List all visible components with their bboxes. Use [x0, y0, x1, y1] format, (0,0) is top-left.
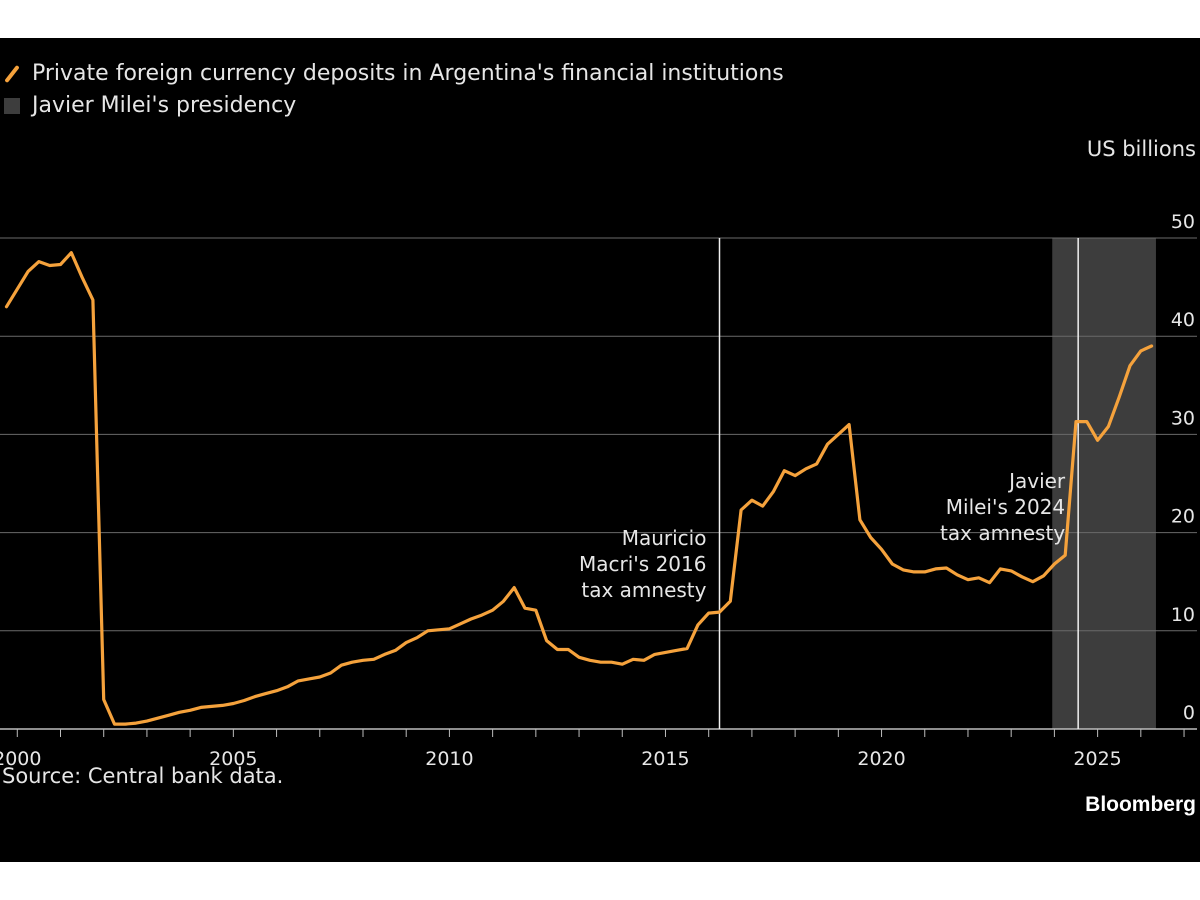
annotation-label: Milei's 2024: [946, 495, 1065, 519]
legend-label-presidency: Javier Milei's presidency: [32, 93, 297, 118]
legend-item-presidency: Javier Milei's presidency: [4, 92, 296, 120]
x-tick-label: 2025: [1073, 748, 1121, 770]
annotation-label: Javier: [1007, 469, 1066, 493]
annotation-label: Macri's 2016: [579, 552, 706, 576]
y-tick-label: 10: [1171, 604, 1195, 626]
x-tick-label: 2015: [641, 748, 689, 770]
series-line-deposits: [4, 251, 1154, 726]
y-tick-label: 0: [1183, 702, 1195, 724]
legend-label-deposits: Private foreign currency deposits in Arg…: [32, 61, 784, 86]
y-tick-label: 20: [1171, 506, 1195, 528]
chart-frame: [0, 38, 1200, 862]
y-tick-label: 50: [1171, 211, 1195, 233]
y-axis-unit-label: US billions: [1086, 137, 1196, 161]
x-tick-label: 2010: [425, 748, 473, 770]
x-tick-label: 2020: [857, 748, 905, 770]
shaded-presidency-region: [1052, 238, 1156, 729]
source-note: Source: Central bank data.: [2, 764, 284, 788]
chart-title: Dollar Deposits in Argentina Banks at Tw…: [2, 1, 973, 37]
annotation-label: tax amnesty: [581, 578, 706, 602]
bloomberg-logo: Bloomberg: [1085, 793, 1196, 816]
y-tick-label: 30: [1171, 407, 1195, 429]
annotation-label: Mauricio: [622, 526, 707, 550]
y-tick-label: 40: [1171, 309, 1195, 331]
legend-shade-swatch: [4, 98, 20, 114]
annotation-label: tax amnesty: [940, 521, 1065, 545]
legend-item-deposits: Private foreign currency deposits in Arg…: [4, 60, 784, 88]
x-tick-label: 2005: [209, 748, 257, 770]
x-tick-label: 2000: [0, 748, 41, 770]
